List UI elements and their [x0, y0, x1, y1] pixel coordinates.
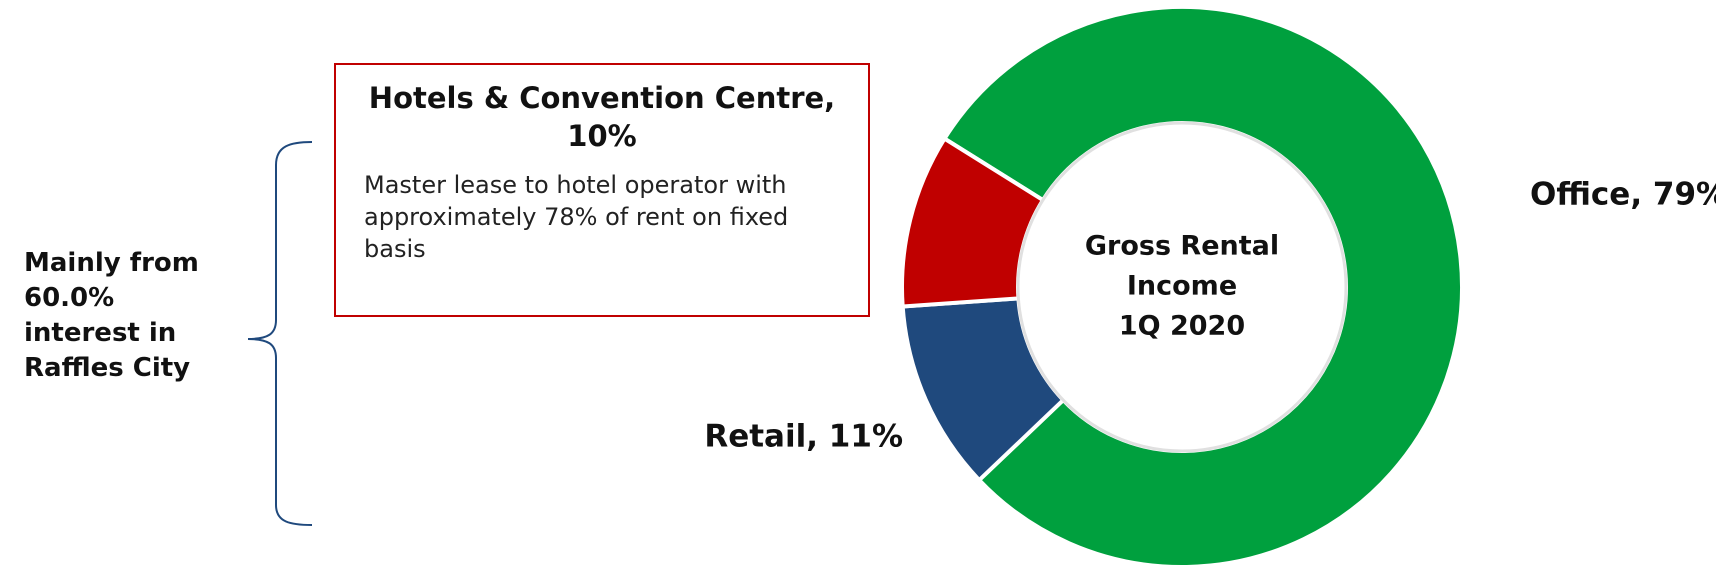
center-text: Gross Rental: [1085, 231, 1279, 262]
center-text: 1Q 2020: [1119, 311, 1245, 342]
annotation-text: Master lease to hotel operator with appr…: [364, 171, 789, 263]
bracket-text: Mainly from 60.0% interest in Raffles Ci…: [24, 248, 199, 383]
center-text: Income: [1127, 271, 1237, 302]
annotation-title: Hotels & Convention Centre, 10%: [368, 81, 836, 153]
annotation-box: Hotels & Convention Centre, 10% Master l…: [334, 63, 870, 317]
slice-label: Retail, 11%: [704, 419, 903, 455]
slice-label: Office, 79%: [1530, 177, 1716, 213]
donut-hole: [1016, 121, 1348, 453]
bracket: [247, 141, 313, 526]
